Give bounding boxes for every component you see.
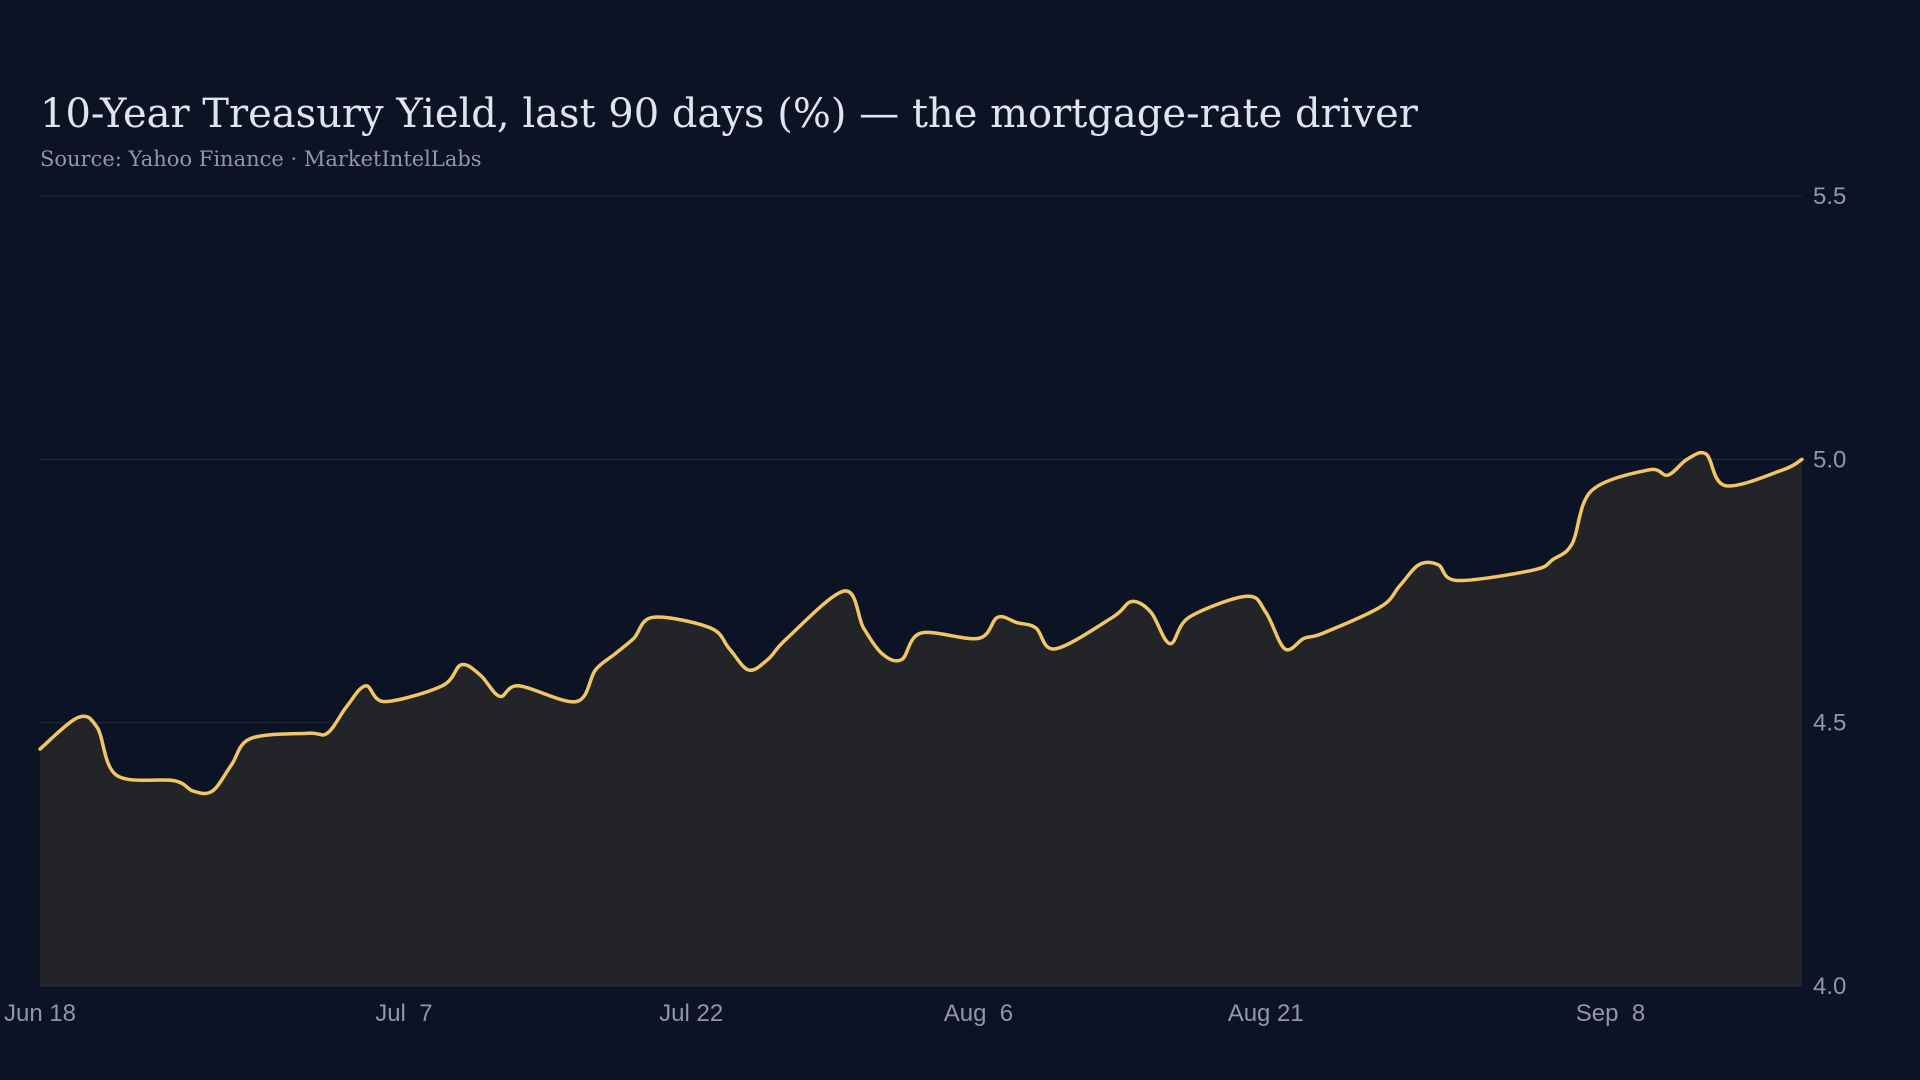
data-point xyxy=(996,615,1000,619)
data-point xyxy=(651,615,655,619)
data-point xyxy=(862,626,866,630)
data-point xyxy=(1723,484,1727,488)
data-point xyxy=(1781,468,1785,472)
x-tick-label: Jul 22 xyxy=(659,1000,723,1027)
data-point xyxy=(172,779,176,783)
data-point xyxy=(1321,631,1325,635)
chart-title: 10-Year Treasury Yield, last 90 days (%)… xyxy=(40,91,1418,137)
data-point xyxy=(1302,636,1306,640)
data-point xyxy=(191,789,195,793)
data-point xyxy=(900,658,904,662)
data-point xyxy=(498,694,502,698)
data-point xyxy=(1264,610,1268,614)
data-point xyxy=(1168,642,1172,646)
data-point xyxy=(613,652,617,656)
data-point xyxy=(440,684,444,688)
x-tick-label: Aug 6 xyxy=(944,1000,1013,1027)
data-point xyxy=(1187,615,1191,619)
data-point xyxy=(1704,452,1708,456)
data-point xyxy=(210,789,214,793)
data-point xyxy=(1685,457,1689,461)
data-point xyxy=(1015,621,1019,625)
data-point xyxy=(1149,610,1153,614)
data-point xyxy=(708,626,712,630)
data-point xyxy=(479,673,483,677)
data-point xyxy=(1417,563,1421,567)
y-tick-label: 5.5 xyxy=(1813,183,1846,210)
data-point xyxy=(96,726,100,730)
data-point xyxy=(1245,594,1249,598)
data-point xyxy=(344,705,348,709)
x-tick-label: Jun 18 xyxy=(4,1000,76,1027)
data-point xyxy=(1551,557,1555,561)
data-point xyxy=(115,773,119,777)
data-point xyxy=(383,700,387,704)
y-tick-label: 4.0 xyxy=(1813,973,1846,1000)
data-point xyxy=(881,652,885,656)
data-point xyxy=(919,631,923,635)
data-point xyxy=(766,658,770,662)
data-point xyxy=(1130,600,1134,604)
data-point xyxy=(364,684,368,688)
x-tick-label: Aug 21 xyxy=(1228,1000,1304,1027)
data-point xyxy=(785,636,789,640)
data-point xyxy=(306,731,310,735)
data-point xyxy=(1283,647,1287,651)
data-point xyxy=(76,715,80,719)
data-point xyxy=(1398,584,1402,588)
data-point xyxy=(517,684,521,688)
data-point xyxy=(1570,542,1574,546)
y-tick-label: 5.0 xyxy=(1813,446,1846,473)
data-point xyxy=(1647,468,1651,472)
data-point xyxy=(1455,579,1459,583)
series-area xyxy=(40,452,1802,986)
data-point xyxy=(842,589,846,593)
y-tick-label: 4.5 xyxy=(1813,710,1846,737)
data-point xyxy=(977,636,981,640)
data-point xyxy=(230,763,234,767)
x-tick-label: Sep 8 xyxy=(1576,1000,1645,1027)
data-point xyxy=(459,663,463,667)
data-point xyxy=(1034,626,1038,630)
data-point xyxy=(325,731,329,735)
data-point xyxy=(1800,457,1804,461)
data-point xyxy=(747,668,751,672)
data-point xyxy=(1436,563,1440,567)
data-point xyxy=(632,636,636,640)
data-point xyxy=(38,747,42,751)
data-point xyxy=(574,700,578,704)
data-point xyxy=(1589,489,1593,493)
data-point xyxy=(728,647,732,651)
data-point xyxy=(1111,615,1115,619)
data-point xyxy=(1666,473,1670,477)
data-point xyxy=(593,668,597,672)
data-point xyxy=(1532,568,1536,572)
data-point xyxy=(1379,605,1383,609)
chart-subtitle: Source: Yahoo Finance · MarketIntelLabs xyxy=(40,147,482,171)
data-point xyxy=(1053,647,1057,651)
x-tick-label: Jul 7 xyxy=(375,1000,432,1027)
data-point xyxy=(249,737,253,741)
series-line xyxy=(38,450,1804,796)
